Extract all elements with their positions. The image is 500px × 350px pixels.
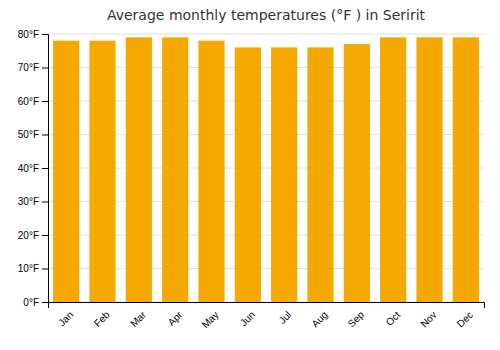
bars <box>53 37 479 302</box>
bar <box>453 37 479 302</box>
bar <box>380 37 406 302</box>
y-tick-label: 50°F <box>18 129 39 140</box>
bar <box>198 41 224 302</box>
y-tick: 10°F <box>18 263 48 274</box>
x-tick: Jun <box>238 309 257 328</box>
y-tick-label: 70°F <box>18 62 39 73</box>
y-tick-label: 60°F <box>18 96 39 107</box>
x-tick-label: Apr <box>166 309 185 328</box>
y-tick-label: 20°F <box>18 230 39 241</box>
x-tick-label: Aug <box>309 309 329 329</box>
bar <box>271 47 297 302</box>
bar <box>53 41 79 302</box>
x-tick: May <box>200 309 221 330</box>
y-tick-mark <box>42 68 48 69</box>
bar <box>416 37 442 302</box>
y-tick-mark <box>42 202 48 203</box>
x-tick-label: Nov <box>418 309 438 329</box>
y-tick: 80°F <box>18 29 48 40</box>
x-tick-label: Jul <box>277 309 294 326</box>
x-tick-label: Feb <box>92 309 112 329</box>
y-tick: 40°F <box>18 163 48 174</box>
x-tick-label: Dec <box>455 309 475 329</box>
y-tick-label: 80°F <box>18 29 39 40</box>
bar <box>235 47 261 302</box>
title: Average monthly temperatures (°F ) in Se… <box>107 7 426 23</box>
x-tick: Mar <box>128 309 148 329</box>
x-tick: Jul <box>277 309 294 326</box>
y-tick-mark <box>42 34 48 35</box>
plot: 0°F 10°F 20°F 30°F 40°F 50°F 60°F 70°F 80°F Jan Fe… <box>18 29 485 331</box>
y-tick: 70°F <box>18 62 48 73</box>
y-tick-label: 0°F <box>23 297 39 308</box>
x-axis-line <box>49 303 485 309</box>
x-tick: Sep <box>346 309 367 330</box>
chart: 0°F 10°F 20°F 30°F 40°F 50°F 60°F 70°F 80°F Jan Fe… <box>0 0 500 350</box>
y-tick: 30°F <box>18 196 48 207</box>
y-tick-label: 40°F <box>18 163 39 174</box>
x-tick-label: Sep <box>346 309 367 330</box>
x-tick: Apr <box>166 309 185 328</box>
x-axis: Jan Feb Mar Apr May Jun Jul Aug Sep Oct Nov Dec <box>49 303 485 331</box>
y-tick-mark <box>42 269 48 270</box>
y-tick-label: 30°F <box>18 196 39 207</box>
y-tick: 0°F <box>23 297 48 308</box>
bar <box>126 37 152 302</box>
x-tick: Aug <box>309 309 329 329</box>
x-tick-label: Mar <box>128 309 148 329</box>
y-tick-label: 10°F <box>18 263 39 274</box>
y-tick: 60°F <box>18 96 48 107</box>
x-tick: Dec <box>455 309 475 329</box>
bar <box>89 41 115 302</box>
y-tick-mark <box>42 302 48 303</box>
y-tick-mark <box>42 235 48 236</box>
x-tick-label: Oct <box>384 309 403 328</box>
grid-line <box>48 34 484 35</box>
y-tick-mark <box>42 135 48 136</box>
y-axis-line <box>42 35 49 303</box>
x-tick: Oct <box>384 309 403 328</box>
y-tick: 50°F <box>18 129 48 140</box>
x-tick-label: May <box>200 309 221 330</box>
grid <box>48 34 484 302</box>
bar <box>162 37 188 302</box>
x-tick: Jan <box>56 309 75 328</box>
bar <box>307 47 333 302</box>
x-tick-label: Jan <box>56 309 75 328</box>
y-tick-mark <box>42 168 48 169</box>
y-tick-mark <box>42 101 48 102</box>
y-tick: 20°F <box>18 230 48 241</box>
x-tick-label: Jun <box>238 309 257 328</box>
y-axis: 0°F 10°F 20°F 30°F 40°F 50°F 60°F 70°F 80°F <box>18 29 49 308</box>
bar <box>344 44 370 302</box>
x-tick: Feb <box>92 309 112 329</box>
x-tick: Nov <box>418 309 438 329</box>
